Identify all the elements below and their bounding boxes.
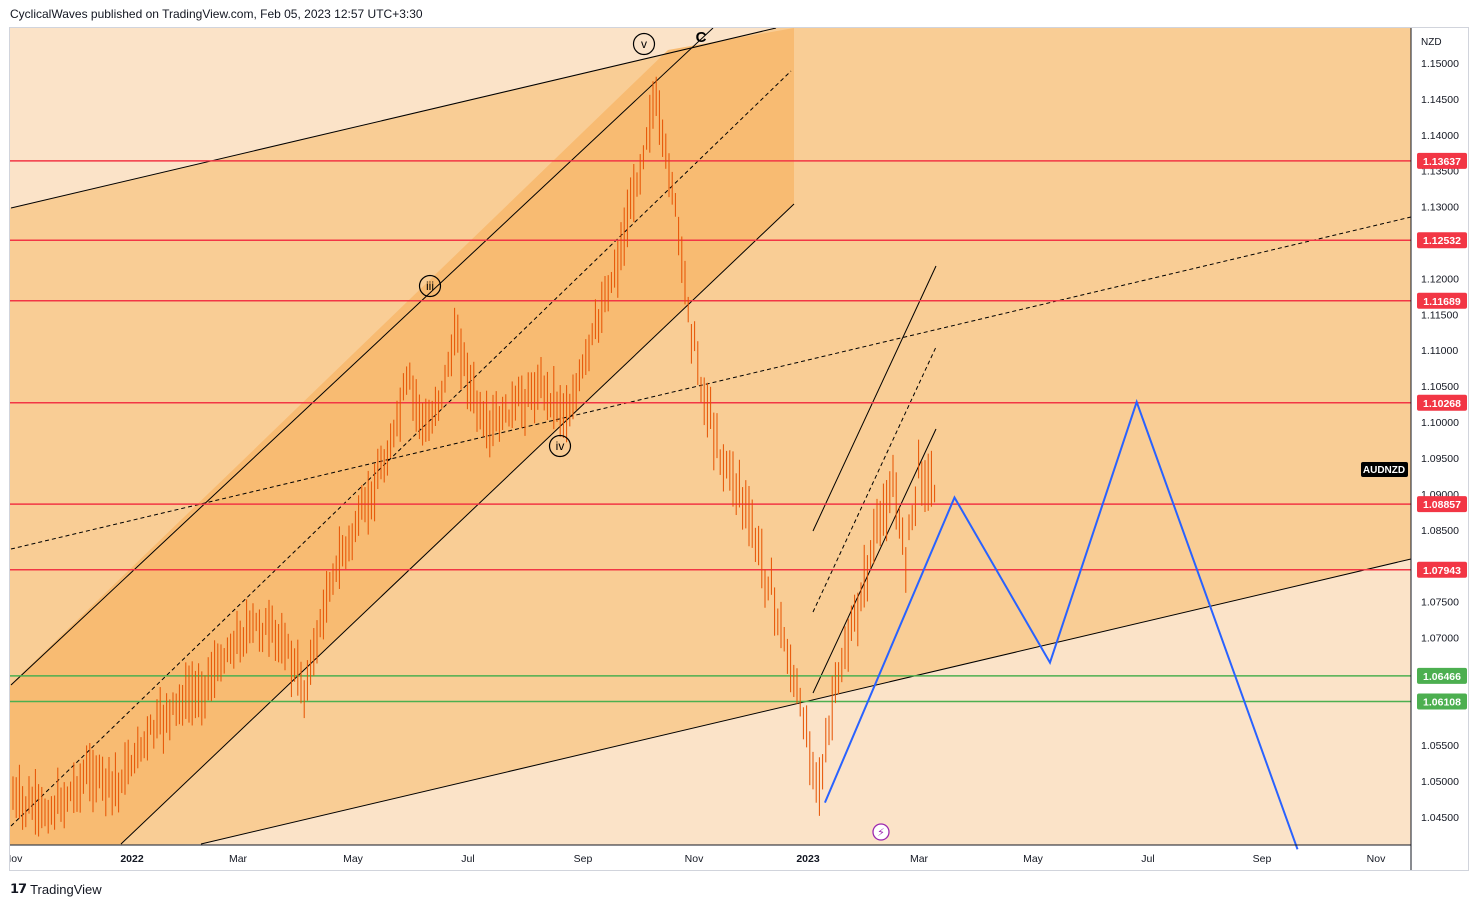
background-band-lower-outer	[10, 558, 1411, 845]
price-axis-tick: 1.10000	[1421, 417, 1459, 429]
price-axis-tick: 1.14500	[1421, 94, 1459, 106]
chart-pane[interactable]: iii iv v C ⚡ NZD 1.15000 1.14500 1.14000 1.13500…	[9, 27, 1469, 871]
time-axis-tick: Mar	[229, 853, 248, 865]
price-axis-tick: 1.13000	[1421, 202, 1459, 214]
price-axis-tick: 1.09500	[1421, 453, 1459, 465]
price-axis-tick: 1.04500	[1421, 812, 1459, 824]
time-axis-tick: 2023	[796, 853, 820, 865]
time-axis-tick: Nov	[10, 853, 23, 865]
wave-label-text: iv	[556, 439, 565, 453]
background-band-inner-channel	[10, 28, 794, 844]
symbol-badge-label: AUDNZD	[1363, 465, 1405, 476]
time-axis-background	[10, 845, 1411, 870]
price-level-badge-label: 1.11689	[1423, 296, 1461, 308]
lightning-icon-circle	[872, 823, 890, 841]
publish-attribution: CyclicalWaves published on TradingView.c…	[10, 7, 423, 21]
time-axis-tick: Sep	[574, 853, 593, 865]
time-axis-tick: May	[343, 853, 364, 865]
time-axis-tick: Nov	[685, 853, 704, 865]
wave-label-text: v	[641, 37, 647, 51]
price-level-badge-label: 1.06466	[1423, 671, 1461, 683]
brand-label: TradingView	[30, 881, 102, 897]
price-level-badge	[1417, 152, 1467, 169]
price-level-badge-label: 1.10268	[1423, 398, 1461, 410]
price-axis-tick: 1.12000	[1421, 273, 1459, 285]
wave-label-text: C	[696, 29, 707, 46]
price-level-badge	[1417, 667, 1467, 684]
price-axis-tick: 1.05000	[1421, 776, 1459, 788]
time-axis-tick: Mar	[910, 853, 929, 865]
rising-channel-midline-dashed	[10, 70, 792, 827]
price-axis-tick: 1.10500	[1421, 381, 1459, 393]
time-axis-tick: Nov	[1367, 853, 1386, 865]
price-level-badge	[1417, 496, 1467, 513]
price-axis-tick: 1.11000	[1421, 345, 1458, 357]
tradingview-logo-icon: 𝟭𝟳	[10, 881, 27, 896]
channel-upper-line	[10, 28, 777, 209]
wave-label: iv	[548, 434, 572, 458]
time-axis-tick: Jul	[1141, 853, 1154, 865]
price-level-badge-label: 1.07943	[1423, 565, 1461, 577]
time-axis-tick: Jul	[461, 853, 474, 865]
price-level-badge-label: 1.13637	[1423, 156, 1461, 168]
price-axis-tick: 1.05500	[1421, 740, 1459, 752]
wave-label: iii	[418, 274, 442, 298]
lightning-icon-glyph: ⚡	[877, 826, 885, 839]
price-level-badge-label: 1.08857	[1423, 499, 1461, 511]
price-level-badge-label: 1.06108	[1423, 697, 1461, 709]
price-axis-tick: 1.08500	[1421, 525, 1459, 537]
price-axis-tick: 1.07500	[1421, 597, 1459, 609]
price-level-badge-label: 1.12532	[1423, 235, 1461, 247]
time-axis-tick: 2022	[120, 853, 144, 865]
lightning-icon: ⚡	[872, 823, 890, 841]
price-level-badge	[1417, 292, 1467, 309]
wedge-lower-line	[812, 428, 937, 694]
price-level-badge	[1417, 394, 1467, 411]
price-axis-tick: 1.07000	[1421, 632, 1459, 644]
price-level-badge	[1417, 232, 1467, 249]
price-level-badge	[1417, 693, 1467, 710]
wave-label-circle	[418, 274, 442, 298]
time-axis-tick: May	[1023, 853, 1044, 865]
wave-label-text: iii	[426, 279, 434, 293]
wave-label: v	[632, 32, 656, 56]
rising-channel-lower-line	[120, 203, 795, 845]
wave-label-circle	[632, 32, 656, 56]
price-axis-currency: NZD	[1421, 37, 1442, 48]
symbol-badge	[1361, 462, 1408, 477]
price-axis-tick: 1.14000	[1421, 130, 1459, 142]
tradingview-brand[interactable]: 𝟭𝟳 TradingView	[10, 881, 102, 897]
time-axis-tick: Sep	[1253, 853, 1272, 865]
channel-midline-dashed	[10, 216, 1412, 550]
wedge-upper-line	[812, 265, 937, 532]
wave-label: C	[696, 29, 707, 46]
wave-label-circle	[548, 434, 572, 458]
rising-channel-upper-line	[10, 28, 714, 686]
price-level-badge	[1417, 561, 1467, 578]
price-axis-tick: 1.11500	[1421, 309, 1458, 321]
price-axis-tick: 1.15000	[1421, 58, 1459, 70]
projection-path	[824, 398, 1299, 850]
